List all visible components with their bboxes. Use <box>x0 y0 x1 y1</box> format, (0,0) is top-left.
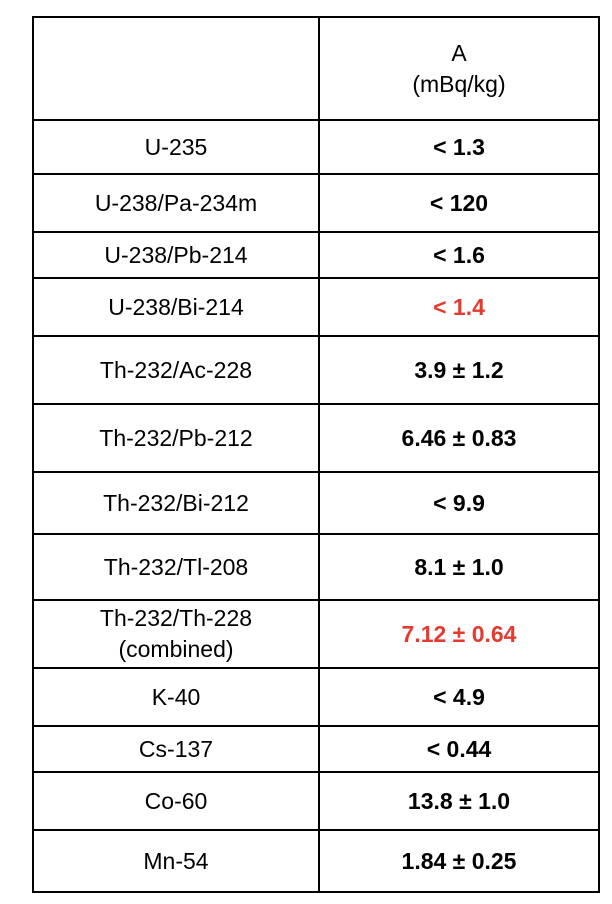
header-isotope-cell <box>32 16 320 121</box>
activity-value-cell: < 9.9 <box>318 471 600 535</box>
isotope-note: (combined) <box>118 636 234 662</box>
activity-value-cell: 13.8 ± 1.0 <box>318 771 600 831</box>
table-row: Th-232/Th-228 (combined) 7.12 ± 0.64 <box>32 599 600 669</box>
isotope-name: Cs-137 <box>138 735 214 762</box>
isotope-cell: U-235 <box>32 119 320 175</box>
table-row: U-238/Pa-234m < 120 <box>32 173 600 233</box>
isotope-name: Th-232/Th-228 <box>99 605 253 631</box>
table-row: Th-232/Tl-208 8.1 ± 1.0 <box>32 533 600 601</box>
activity-value-cell: < 1.3 <box>318 119 600 175</box>
isotope-cell: U-238/Pb-214 <box>32 231 320 279</box>
activity-value-cell: < 120 <box>318 173 600 233</box>
isotope-cell: Mn-54 <box>32 829 320 893</box>
table-body: U-235 < 1.3 U-238/Pa-234m < 120 U-238/Pb-214… <box>32 119 600 893</box>
table-row: U-238/Pb-214 < 1.6 <box>32 231 600 279</box>
isotope-name: Th-232/Bi-212 <box>103 489 249 516</box>
isotope-name: Co-60 <box>144 787 208 814</box>
isotope-name: U-238/Pb-214 <box>104 241 248 268</box>
activity-table: A (mBq/kg) U-235 < 1.3 U-238/Pa-234m < 120 U… <box>32 16 600 893</box>
isotope-name: Mn-54 <box>143 847 209 874</box>
isotope-name: Th-232/Tl-208 <box>103 553 249 580</box>
activity-unit: (mBq/kg) <box>412 70 506 97</box>
activity-value-cell: < 4.9 <box>318 667 600 727</box>
activity-value-cell: 3.9 ± 1.2 <box>318 335 600 405</box>
activity-value-cell: 8.1 ± 1.0 <box>318 533 600 601</box>
isotope-cell: Th-232/Tl-208 <box>32 533 320 601</box>
activity-value-cell: 1.84 ± 0.25 <box>318 829 600 893</box>
header-row: A (mBq/kg) <box>32 16 600 121</box>
isotope-cell: Cs-137 <box>32 725 320 773</box>
isotope-cell: Th-232/Bi-212 <box>32 471 320 535</box>
activity-symbol: A <box>451 39 467 66</box>
table-row: K-40 < 4.9 <box>32 667 600 727</box>
isotope-cell: Th-232/Ac-228 <box>32 335 320 405</box>
table-row: Th-232/Pb-212 6.46 ± 0.83 <box>32 403 600 473</box>
isotope-name: Th-232/Ac-228 <box>99 356 253 383</box>
isotope-cell: U-238/Pa-234m <box>32 173 320 233</box>
isotope-cell: U-238/Bi-214 <box>32 277 320 337</box>
isotope-name: U-238/Bi-214 <box>108 293 244 320</box>
table-row: Mn-54 1.84 ± 0.25 <box>32 829 600 893</box>
isotope-cell: Co-60 <box>32 771 320 831</box>
activity-value-cell: < 1.4 <box>318 277 600 337</box>
isotope-cell: Th-232/Pb-212 <box>32 403 320 473</box>
isotope-name: Th-232/Pb-212 <box>99 424 253 451</box>
table-row: Cs-137 < 0.44 <box>32 725 600 773</box>
table-row: U-235 < 1.3 <box>32 119 600 175</box>
activity-value-cell: < 1.6 <box>318 231 600 279</box>
isotope-cell: Th-232/Th-228 (combined) <box>32 599 320 669</box>
activity-value-cell: < 0.44 <box>318 725 600 773</box>
isotope-name: U-235 <box>144 133 208 160</box>
table-row: U-238/Bi-214 < 1.4 <box>32 277 600 337</box>
isotope-name: U-238/Pa-234m <box>94 189 258 216</box>
activity-value-cell: 6.46 ± 0.83 <box>318 403 600 473</box>
isotope-name: K-40 <box>151 683 201 710</box>
table-row: Th-232/Ac-228 3.9 ± 1.2 <box>32 335 600 405</box>
table-row: Th-232/Bi-212 < 9.9 <box>32 471 600 535</box>
activity-value-cell: 7.12 ± 0.64 <box>318 599 600 669</box>
header-activity-cell: A (mBq/kg) <box>318 16 600 121</box>
isotope-cell: K-40 <box>32 667 320 727</box>
table-row: Co-60 13.8 ± 1.0 <box>32 771 600 831</box>
